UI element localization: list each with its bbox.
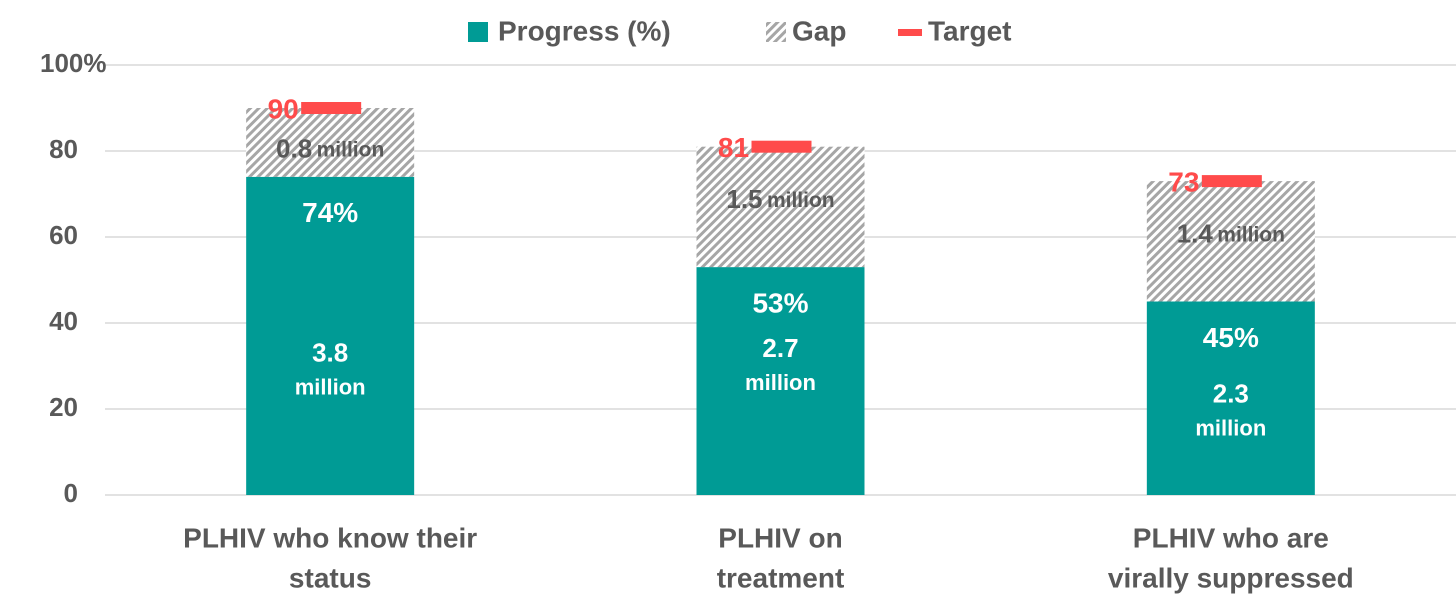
legend-label: Target [928, 15, 1012, 46]
target-label: 90 [268, 93, 299, 124]
x-tick-label: PLHIV who know their [183, 522, 477, 553]
progress-label: 53% [752, 287, 808, 318]
gap-bar [246, 108, 415, 177]
progress-label: 45% [1203, 322, 1259, 353]
target-marker [751, 140, 812, 153]
gap-label: 1.4 million [1177, 218, 1285, 248]
count-label: 2.3 [1213, 378, 1249, 408]
legend-swatch [766, 22, 786, 42]
count-unit: million [1195, 415, 1266, 440]
progress-bar [246, 176, 415, 496]
legend-label: Progress (%) [498, 15, 671, 46]
x-tick-label: virally suppressed [1108, 562, 1354, 593]
legend-swatch [468, 22, 488, 42]
legend-label: Gap [792, 15, 846, 46]
x-tick-label: status [289, 562, 371, 593]
count-label: 2.7 [762, 333, 798, 363]
gap-unit: million [317, 138, 385, 161]
target-marker [301, 102, 362, 114]
gap-label: 0.8 million [276, 133, 384, 163]
y-tick-label: 40 [49, 306, 78, 336]
y-tick-label: 60 [49, 220, 78, 250]
count-label: 3.8 [312, 338, 348, 368]
x-tick-label: PLHIV on [718, 522, 842, 553]
y-tick-label: 0 [64, 478, 78, 508]
gap-label: 1.5 million [726, 184, 834, 214]
gap-unit: million [1217, 223, 1285, 246]
gap-unit: million [767, 188, 835, 211]
progress-bar [696, 267, 865, 495]
target-label: 73 [1168, 166, 1199, 197]
progress-bar [1146, 301, 1315, 495]
y-tick-label: 20 [49, 392, 78, 422]
count-unit: million [295, 375, 366, 400]
gap-bar [696, 146, 865, 268]
y-tick-label: 80 [49, 134, 78, 164]
x-tick-label: PLHIV who are [1133, 522, 1329, 553]
progress-label: 74% [302, 197, 358, 228]
count-unit: million [745, 370, 816, 395]
gap-bar [1146, 181, 1315, 302]
target-marker [1201, 175, 1262, 188]
x-tick-label: treatment [717, 562, 845, 593]
gap-count: 1.5 [726, 184, 762, 214]
legend-swatch [898, 29, 922, 36]
y-tick-label: 100% [40, 48, 107, 78]
gap-count: 1.4 [1177, 218, 1214, 248]
target-label: 81 [718, 132, 749, 163]
gap-count: 0.8 [276, 133, 312, 163]
